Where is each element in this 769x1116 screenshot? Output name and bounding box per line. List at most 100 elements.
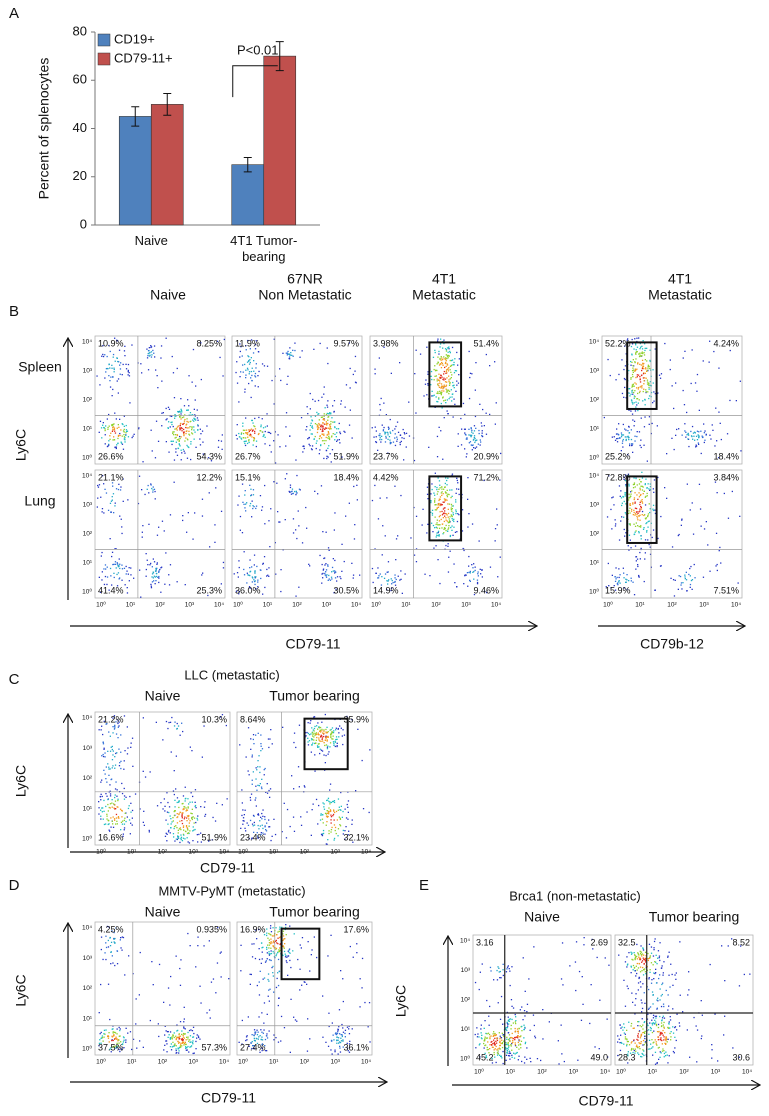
event-dot — [247, 369, 249, 371]
event-dot — [454, 358, 456, 360]
event-dot — [720, 438, 722, 441]
event-dot — [129, 833, 131, 835]
event-dot — [524, 1041, 527, 1043]
event-dot — [113, 428, 116, 430]
event-dot — [520, 1035, 522, 1037]
event-dot — [282, 939, 284, 942]
event-dot — [178, 438, 180, 440]
event-dot — [344, 1029, 347, 1031]
event-dot — [671, 546, 674, 548]
event-dot — [467, 498, 469, 500]
event-dot — [399, 443, 401, 446]
event-dot — [298, 525, 300, 527]
event-dot — [313, 716, 315, 718]
event-dot — [449, 365, 452, 367]
event-dot — [251, 837, 253, 839]
event-dot — [139, 951, 141, 954]
event-dot — [125, 1027, 127, 1029]
event-dot — [114, 724, 116, 726]
event-dot — [151, 573, 154, 575]
event-dot — [192, 1036, 194, 1038]
event-dot — [254, 348, 257, 350]
event-dot — [437, 531, 439, 534]
event-dot — [109, 1018, 111, 1021]
event-dot — [261, 1031, 263, 1033]
event-dot — [628, 493, 630, 495]
event-dot — [438, 364, 441, 366]
event-dot — [261, 418, 263, 420]
event-dot — [463, 428, 466, 430]
event-dot — [240, 438, 243, 440]
event-dot — [654, 348, 656, 350]
event-dot — [680, 582, 683, 584]
event-dot — [185, 826, 188, 828]
event-dot — [443, 512, 445, 514]
event-dot — [444, 348, 447, 350]
event-dot — [123, 715, 126, 717]
event-dot — [115, 447, 117, 450]
event-dot — [477, 575, 479, 577]
event-dot — [275, 573, 277, 575]
event-dot — [277, 1041, 280, 1043]
event-dot — [473, 447, 475, 449]
event-dot — [177, 1047, 179, 1049]
event-dot — [498, 1032, 500, 1034]
event-dot — [184, 452, 186, 454]
event-dot — [153, 345, 156, 347]
event-dot — [190, 458, 192, 461]
event-dot — [648, 365, 650, 367]
event-dot — [448, 525, 450, 527]
event-dot — [289, 959, 291, 962]
event-dot — [325, 421, 327, 423]
event-dot — [114, 432, 117, 434]
event-dot — [320, 731, 322, 733]
event-dot — [180, 838, 182, 841]
event-dot — [318, 734, 320, 736]
event-dot — [267, 995, 269, 997]
event-dot — [690, 382, 692, 385]
event-dot — [242, 425, 244, 427]
event-dot — [499, 1040, 501, 1042]
event-dot — [176, 727, 178, 730]
event-dot — [194, 415, 196, 417]
event-dot — [191, 426, 193, 428]
event-dot — [454, 582, 456, 584]
event-dot — [643, 426, 646, 428]
event-dot — [641, 501, 643, 503]
event-dot — [330, 576, 333, 578]
event-dot — [253, 437, 255, 439]
event-dot — [131, 817, 133, 819]
event-dot — [262, 562, 264, 564]
event-dot — [267, 738, 270, 740]
event-dot — [351, 437, 353, 439]
event-dot — [105, 368, 108, 370]
event-dot — [193, 429, 195, 431]
event-dot — [449, 369, 451, 371]
event-dot — [266, 783, 268, 785]
event-dot — [323, 433, 325, 435]
event-dot — [582, 1003, 584, 1005]
event-dot — [413, 506, 415, 509]
y-tick-label: 10⁴ — [589, 473, 599, 480]
event-dot — [102, 818, 104, 820]
event-dot — [101, 807, 103, 809]
event-dot — [114, 796, 116, 799]
event-dot — [122, 430, 125, 432]
event-dot — [175, 448, 177, 450]
event-dot — [444, 510, 446, 512]
event-dot — [485, 1044, 487, 1046]
event-dot — [649, 359, 651, 362]
event-dot — [469, 372, 472, 374]
event-dot — [152, 491, 154, 493]
event-dot — [507, 1023, 509, 1025]
event-dot — [256, 1029, 258, 1031]
event-dot — [150, 345, 152, 347]
event-dot — [261, 942, 263, 944]
event-dot — [443, 417, 445, 419]
event-dot — [173, 825, 176, 828]
event-dot — [436, 519, 438, 521]
event-dot — [485, 1055, 487, 1057]
event-dot — [117, 1045, 119, 1047]
event-dot — [686, 590, 688, 592]
event-dot — [447, 543, 449, 545]
